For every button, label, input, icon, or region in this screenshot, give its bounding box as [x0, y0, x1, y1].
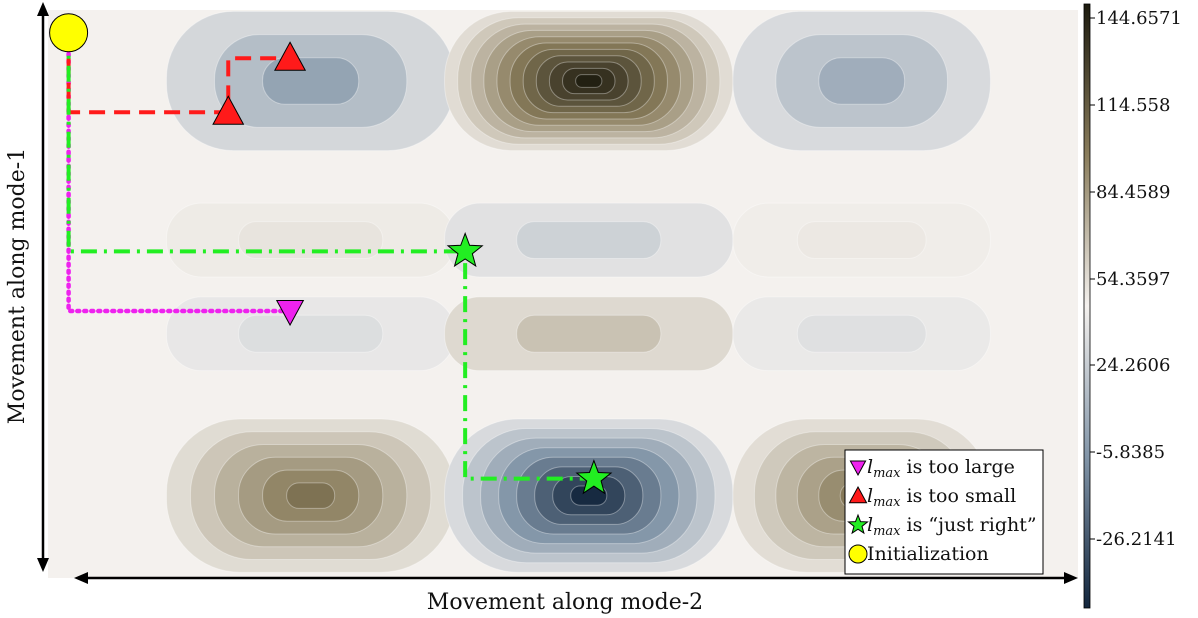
contour-level — [796, 221, 927, 259]
legend-entry: lmax is “just right” — [847, 513, 1037, 539]
contour-blob — [165, 418, 456, 573]
colorbar-gradient — [1083, 3, 1091, 609]
colorbar-tick-label: 144.6571 — [1096, 8, 1182, 29]
legend-label: Initialization — [867, 543, 989, 565]
contour-blob — [732, 202, 991, 278]
contour-level — [286, 482, 336, 509]
contour-blob — [732, 10, 991, 152]
search-path — [66, 30, 293, 314]
triangle-down-marker — [275, 300, 305, 327]
x-axis-arrow — [74, 572, 1078, 584]
legend-entry: lmax is too small — [848, 485, 1016, 510]
colorbar-tick-label: 84.4589 — [1096, 182, 1170, 203]
contour-blob — [444, 418, 734, 573]
contour-blob — [165, 10, 456, 152]
triangle-up-marker — [212, 95, 245, 125]
legend-label: lmax is too large — [867, 456, 1015, 481]
legend-box — [844, 449, 1044, 575]
contour-level — [262, 57, 360, 105]
star-marker — [575, 459, 613, 495]
colorbar-tick-label: 54.3597 — [1096, 269, 1170, 290]
colorbar: 144.6571 114.558 84.4589 54.3597 24.2606 -5.8… — [1083, 3, 1182, 609]
contour-level — [818, 57, 906, 105]
colorbar-tick-label: -26.2141 — [1096, 529, 1177, 550]
contour-blob — [444, 202, 734, 278]
colorbar-tick-label: -5.8385 — [1096, 442, 1165, 463]
search-path — [66, 32, 594, 481]
triangle-up-marker — [274, 41, 307, 71]
contour-blob — [444, 296, 734, 372]
star-legend-icon — [847, 513, 869, 535]
legend: lmax is too large lmax is too small lmax i… — [844, 449, 1044, 575]
contour-level — [796, 314, 927, 353]
contour-blob — [165, 296, 456, 372]
triangle-down-legend-icon — [849, 460, 867, 477]
contour-level — [575, 74, 603, 88]
circle-marker — [49, 13, 89, 53]
colorbar-ticks: 144.6571 114.558 84.4589 54.3597 24.2606 -5.8… — [1090, 8, 1182, 550]
contour-blob — [732, 296, 991, 372]
star-marker — [446, 231, 484, 268]
legend-label: lmax is too small — [867, 485, 1016, 510]
triangle-up-legend-icon — [848, 485, 868, 504]
contour-blob — [165, 202, 456, 278]
contour-level — [238, 221, 384, 259]
y-axis-arrow — [37, 2, 49, 572]
circle-legend-icon — [848, 544, 868, 564]
legend-entry: Initialization — [848, 543, 989, 565]
contour-blob — [444, 10, 734, 152]
legend-label: lmax is “just right” — [867, 514, 1037, 539]
contour-level — [516, 221, 662, 259]
legend-entry: lmax is too large — [849, 456, 1015, 481]
contour-level — [238, 314, 384, 353]
colorbar-tick-label: 114.558 — [1096, 95, 1170, 116]
colorbar-tick-label: 24.2606 — [1096, 355, 1170, 376]
y-axis-label: Movement along mode-1 — [5, 148, 30, 424]
path-markers — [49, 13, 613, 495]
contour-level — [516, 314, 662, 353]
x-axis-label: Movement along mode-2 — [427, 590, 703, 615]
